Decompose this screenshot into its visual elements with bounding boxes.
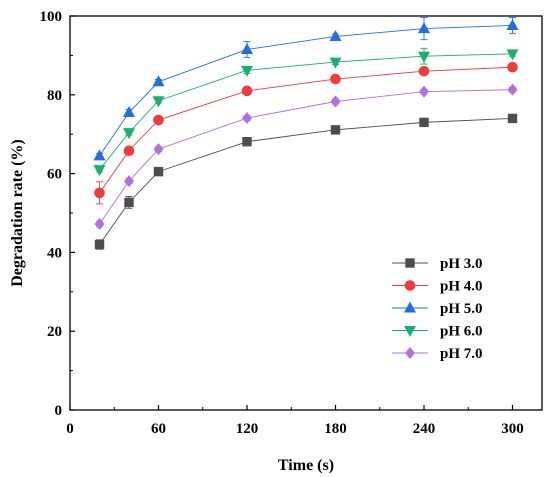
y-tick-label: 100 [40,9,63,25]
data-point [124,175,134,188]
x-tick-label: 180 [324,421,347,437]
data-point [94,239,105,250]
data-point [329,29,342,41]
data-point [506,49,519,61]
data-point [418,22,430,34]
data-point [241,42,253,54]
legend-marker [405,258,415,268]
x-axis-title: Time (s) [278,457,334,474]
series-ph-5-0 [93,17,519,161]
data-point [123,128,135,140]
legend-marker [405,347,415,359]
legend-label: pH 5.0 [440,301,483,317]
legend-label: pH 6.0 [440,324,483,340]
data-point [153,114,164,126]
series-ph-3-0 [94,113,518,250]
series-line [99,53,513,170]
legend-label: pH 7.0 [440,346,483,362]
data-point [93,165,106,177]
data-point [94,187,105,199]
data-point [419,85,429,98]
data-point [123,106,135,118]
data-point [241,65,253,77]
data-point [507,83,518,96]
data-point [94,218,105,231]
data-point [418,51,430,63]
series-line [99,89,513,225]
legend-item: pH 4.0 [392,279,483,295]
legend-marker [404,280,416,291]
data-point [153,166,164,177]
legend-label: pH 4.0 [440,279,483,295]
data-point [153,143,164,156]
legend-label: pH 3.0 [440,256,483,272]
data-point [507,113,518,124]
y-tick-label: 0 [55,403,63,419]
data-point [329,57,342,69]
x-tick-label: 120 [236,421,259,437]
series-line [99,117,513,245]
series-ph-7-0 [94,83,518,231]
data-point [506,18,519,30]
y-tick-label: 20 [47,324,62,340]
series-ph-4-0 [94,61,518,205]
x-tick-label: 240 [413,421,436,437]
data-point [241,85,253,97]
data-point [507,61,518,73]
data-point [152,96,165,108]
legend-item: pH 3.0 [392,256,483,272]
legend-marker [404,301,416,313]
data-point [418,65,430,77]
legend-item: pH 7.0 [392,346,483,362]
x-tick-label: 300 [501,421,524,437]
legend-item: pH 5.0 [392,301,483,317]
y-tick-label: 60 [47,167,62,183]
data-point [419,117,429,128]
data-point [93,149,106,161]
y-axis-title: Degradation rate (%) [9,139,26,287]
y-tick-label: 80 [47,88,62,104]
legend-marker [404,326,416,337]
axes: 0 60 120 180 240 300 0 20 40 60 80 100 [40,9,543,437]
x-tick-label: 0 [66,421,74,437]
data-point [123,145,135,157]
legend-item: pH 6.0 [392,324,483,340]
data-point [330,73,341,85]
data-point [152,75,165,87]
data-point [242,136,252,147]
y-tick-label: 40 [47,245,62,261]
series-ph-6-0 [93,47,519,177]
data-point [242,112,252,125]
plot-area [93,17,519,250]
data-point [330,125,341,135]
legend: pH 3.0 pH 4.0 pH 5.0 pH 6.0 pH 7.0 [392,256,483,362]
data-point [124,197,134,208]
data-point [330,95,341,108]
x-tick-label: 60 [151,421,166,437]
